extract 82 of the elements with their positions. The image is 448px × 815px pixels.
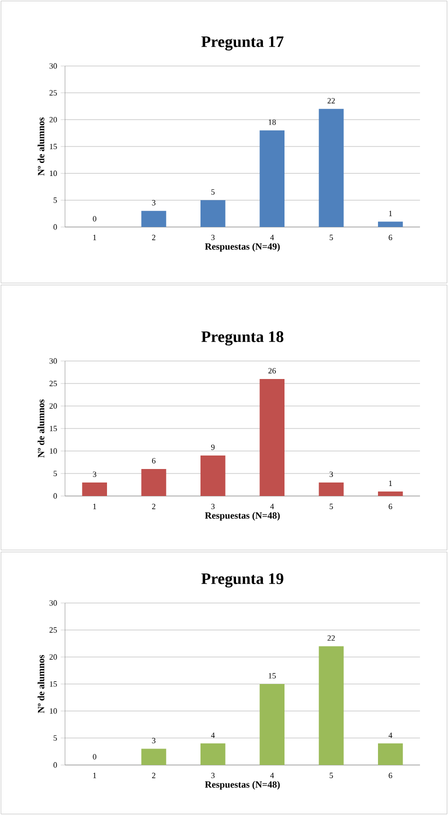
y-tick-label: 30	[50, 600, 57, 606]
y-tick-label: 25	[50, 627, 57, 633]
y-tick-label: 30	[50, 63, 57, 69]
y-tick-label: 0	[53, 224, 57, 230]
bar	[318, 108, 344, 227]
x-tick-label: 1	[93, 772, 96, 778]
x-tick-label: 6	[388, 772, 392, 778]
x-tick-label: 3	[211, 504, 215, 510]
y-tick-label: 10	[50, 170, 57, 176]
data-label: 18	[268, 119, 276, 125]
x-tick-label: 2	[152, 504, 156, 510]
y-tick-label: 15	[50, 144, 57, 150]
bar	[318, 482, 344, 496]
bar	[200, 456, 226, 496]
y-axis-title: Nº de alumnos	[38, 117, 44, 176]
data-label: 0	[92, 754, 96, 760]
bar	[82, 482, 108, 496]
x-tick-label: 1	[93, 234, 96, 240]
x-tick-label: 4	[270, 772, 274, 778]
bar	[141, 469, 166, 496]
x-tick-label: 5	[330, 772, 333, 778]
bar	[200, 200, 226, 227]
x-tick-label: 6	[388, 504, 392, 510]
y-tick-label: 10	[50, 708, 57, 714]
data-label: 4	[211, 732, 215, 738]
bar	[260, 684, 285, 765]
x-tick-label: 6	[388, 234, 392, 240]
bar	[378, 491, 403, 496]
y-tick-label: 20	[50, 654, 57, 660]
y-tick-label: 25	[50, 90, 57, 96]
data-label: 4	[388, 732, 392, 738]
bar	[318, 646, 344, 765]
y-axis-title: Nº de alumnos	[38, 654, 44, 714]
bar	[141, 210, 166, 227]
data-label: 5	[211, 189, 215, 195]
chart-title: Pregunta 17	[201, 36, 284, 50]
data-label: 3	[92, 472, 96, 477]
data-label: 3	[152, 200, 156, 206]
y-tick-label: 5	[54, 198, 57, 203]
y-tick-label: 10	[50, 448, 57, 454]
y-tick-label: 20	[50, 403, 57, 409]
y-tick-label: 0	[53, 493, 57, 499]
x-tick-label: 5	[330, 234, 333, 240]
x-tick-label: 3	[211, 772, 215, 778]
x-axis-title: Respuestas (N=48)	[204, 512, 280, 521]
chart-title: Pregunta 18	[201, 331, 284, 346]
y-tick-label: 5	[54, 735, 57, 741]
y-tick-label: 20	[50, 116, 57, 122]
y-tick-label: 30	[50, 358, 57, 364]
x-tick-label: 4	[270, 234, 274, 240]
x-tick-label: 2	[152, 772, 156, 778]
data-label: 1	[389, 480, 392, 486]
data-label: 3	[152, 738, 156, 744]
y-tick-label: 15	[50, 426, 57, 432]
bar	[200, 743, 226, 765]
data-label: 3	[330, 472, 333, 477]
x-tick-label: 1	[93, 504, 96, 510]
y-tick-label: 15	[50, 681, 57, 687]
bar	[378, 222, 403, 227]
y-axis-title: Nº de alumnos	[38, 399, 44, 458]
y-tick-label: 25	[50, 380, 57, 386]
data-label: 26	[268, 368, 276, 374]
y-tick-label: 0	[53, 762, 57, 768]
bar	[260, 130, 285, 227]
x-tick-label: 5	[330, 504, 333, 510]
x-tick-label: 2	[152, 234, 156, 240]
x-tick-label: 3	[211, 234, 215, 240]
data-label: 1	[389, 210, 392, 216]
data-label: 0	[92, 216, 96, 222]
x-tick-label: 4	[270, 504, 274, 510]
data-label: 22	[328, 98, 335, 104]
x-axis-title: Respuestas (N=49)	[204, 243, 280, 252]
x-axis-title: Respuestas (N=48)	[204, 781, 280, 790]
data-label: 15	[268, 673, 276, 678]
bar	[378, 743, 403, 765]
bar	[260, 379, 285, 496]
data-label: 6	[152, 458, 156, 464]
data-label: 22	[328, 635, 335, 641]
y-tick-label: 5	[54, 470, 57, 476]
bar	[141, 748, 166, 765]
chart-title: Pregunta 19	[201, 573, 284, 588]
data-label: 9	[211, 444, 215, 450]
